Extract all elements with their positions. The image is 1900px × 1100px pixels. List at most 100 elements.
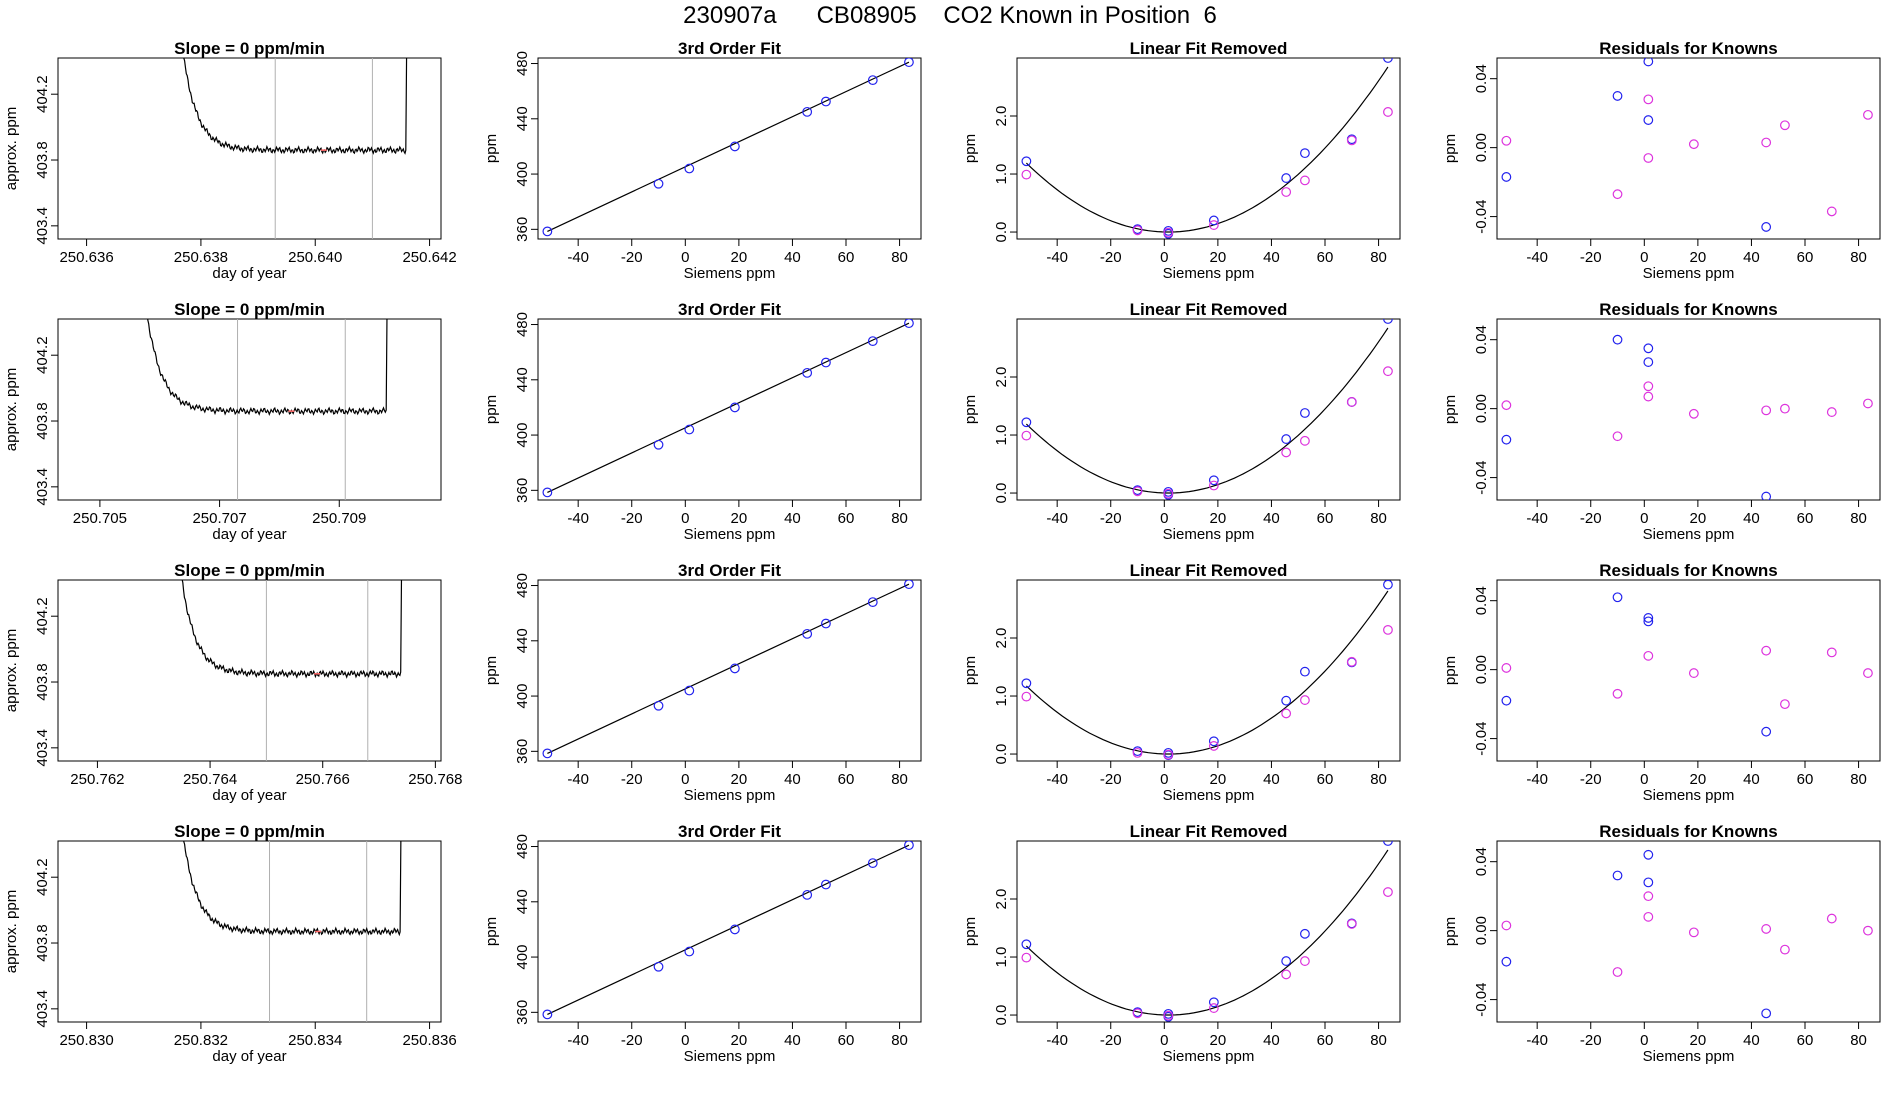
r1-c1-chart-title: Slope = 0 ppm/min (174, 39, 325, 58)
r3-c3-magenta-point (1132, 747, 1143, 758)
r1-c2-x-axis-label: Siemens ppm (684, 265, 776, 282)
r4-c4-y-axis-label: ppm (1442, 917, 1459, 946)
r3-c4-x-tick-label: -20 (1580, 771, 1602, 788)
r3-c2-y-tick-label: 360 (514, 739, 531, 764)
r4-c1-y-tick-label: 403.8 (34, 924, 51, 962)
r4-c4-blue-point (1643, 877, 1654, 888)
r3-c1-x-axis-label: day of year (212, 787, 286, 804)
r1-c3-plot-frame (1016, 57, 1401, 240)
r3-c3-blue-point (1281, 695, 1292, 706)
r2-c2-blue-point (729, 402, 740, 413)
r1-c4-blue-point (1643, 58, 1654, 67)
r1-c1-y-tick-label: 404.2 (34, 75, 51, 113)
r4-c3-fit-curve (1025, 849, 1389, 1016)
r2-c3-x-tick-label: 20 (1210, 510, 1227, 527)
r4-c3-blue-point (1281, 956, 1292, 966)
r2-c4-magenta-point (1761, 405, 1772, 416)
r3-c3-x-tick-label: 20 (1210, 771, 1227, 788)
r3-c4-magenta-point (1780, 699, 1790, 710)
r1-c4-magenta-point (1780, 120, 1790, 131)
r3-c2-y-tick-label: 480 (514, 573, 531, 598)
r3-c3-y-tick-label: 1.0 (993, 686, 1010, 707)
r2-c3-y-axis-label: ppm (962, 395, 979, 424)
r4-c3-magenta-point (1132, 1008, 1143, 1019)
r4-c2-y-tick-label: 400 (514, 945, 531, 970)
r3-c1-concentration-trace (181, 580, 403, 679)
r2-c1-chart-title: Slope = 0 ppm/min (174, 300, 325, 319)
r4-c4-magenta-point (1501, 920, 1512, 931)
r1-c4-x-tick-label: 60 (1797, 249, 1814, 266)
r2-c3-magenta-point (1021, 430, 1032, 441)
r4-c3-x-tick-label: 80 (1370, 1032, 1387, 1049)
r2-c2-x-tick-label: 80 (891, 510, 908, 527)
r2-c3-chart-title: Linear Fit Removed (1130, 300, 1288, 319)
r2-c3-y-tick-label: 2.0 (993, 367, 1010, 388)
r1-c3-magenta-point (1346, 135, 1357, 146)
r2-c2-blue-point (653, 439, 664, 450)
r4-c3-blue-point (1208, 997, 1219, 1008)
r2-c3-x-tick-label: -40 (1046, 510, 1068, 527)
r4-c1-y-axis-label: approx. ppm (3, 890, 20, 973)
r4-c4-x-tick-label: 20 (1690, 1032, 1707, 1049)
r4-c3-blue-point (1300, 928, 1310, 939)
r1-c3-blue-point (1300, 148, 1310, 159)
r2-c2-blue-point (802, 367, 813, 378)
r4-c2-y-tick-label: 440 (514, 889, 531, 914)
r4-c4-magenta-point (1612, 967, 1623, 977)
r4-c4-magenta-point (1761, 924, 1772, 934)
r2-c2-fit-line (547, 322, 910, 493)
r2-c3-x-tick-label: 60 (1317, 510, 1334, 527)
r2-c2-x-tick-label: 60 (838, 510, 855, 527)
r1-c3-blue-point (1021, 156, 1032, 167)
r2-c3-magenta-point (1346, 397, 1357, 407)
r3-c4-x-tick-label: 0 (1640, 771, 1648, 788)
r2-c2-y-tick-label: 360 (514, 478, 531, 503)
r3-c4-magenta-point (1761, 645, 1772, 656)
r2-c4-blue-point (1761, 491, 1772, 500)
r2-c2-x-tick-label: 0 (681, 510, 689, 527)
r4-c3-magenta-point (1208, 1003, 1219, 1013)
r1-c3-magenta-point (1163, 227, 1174, 238)
r4-c3-chart-title: Linear Fit Removed (1130, 822, 1288, 841)
r4-c2-blue-point (867, 858, 878, 869)
r4-c3-x-tick-label: -20 (1100, 1032, 1122, 1049)
r4-c1-x-tick-label: 250.834 (288, 1032, 342, 1049)
r4-c2-blue-point (904, 841, 914, 851)
r2-c4-x-tick-label: 20 (1690, 510, 1707, 527)
r2-c4-y-tick-label: -0.04 (1473, 460, 1490, 494)
r3-c2-x-tick-label: 40 (784, 771, 801, 788)
r4-c1-y-tick-label: 403.4 (34, 990, 51, 1028)
r1-c2-y-tick-label: 360 (514, 217, 531, 242)
r4-c4-chart-title: Residuals for Knowns (1599, 822, 1778, 841)
r4-c4-blue-point (1501, 956, 1512, 967)
r1-c1-y-tick-label: 403.4 (34, 207, 51, 245)
r1-c2-x-tick-label: 60 (838, 249, 855, 266)
r2-c3-magenta-point (1281, 447, 1292, 458)
r3-c4-magenta-point (1826, 647, 1837, 658)
r4-c4-x-tick-label: -40 (1526, 1032, 1548, 1049)
r4-c2-y-axis-label: ppm (483, 917, 500, 946)
r4-c1-x-axis-label: day of year (212, 1048, 286, 1065)
r2-c4-magenta-point (1826, 407, 1837, 417)
r1-c4-magenta-point (1826, 206, 1837, 217)
r1-c4-magenta-point (1761, 137, 1772, 148)
r1-c2-blue-point (542, 226, 553, 237)
r3-c2-blue-point (802, 628, 813, 639)
r4-c1-y-tick-label: 404.2 (34, 858, 51, 896)
r1-c3-chart-title: Linear Fit Removed (1130, 39, 1288, 58)
r3-c4-x-tick-label: 60 (1797, 771, 1814, 788)
r2-c3-x-tick-label: 40 (1263, 510, 1280, 527)
r2-c4-magenta-point (1688, 408, 1699, 419)
r1-c4-magenta-point (1643, 153, 1654, 163)
r1-c1-plot-frame (57, 57, 442, 240)
r2-c4-magenta-point (1643, 381, 1654, 392)
r4-c3-magenta-point (1281, 969, 1292, 980)
r1-c2-fit-line (547, 61, 910, 232)
r1-c2-blue-point (729, 141, 740, 152)
r2-c2-x-tick-label: 20 (731, 510, 748, 527)
r2-c1-concentration-trace (147, 319, 388, 416)
r1-c3-x-axis-label: Siemens ppm (1163, 265, 1255, 282)
r4-c3-plot-frame (1016, 840, 1401, 1023)
r4-c4-magenta-point (1688, 927, 1699, 938)
r1-c1-x-tick-label: 250.642 (402, 249, 456, 266)
